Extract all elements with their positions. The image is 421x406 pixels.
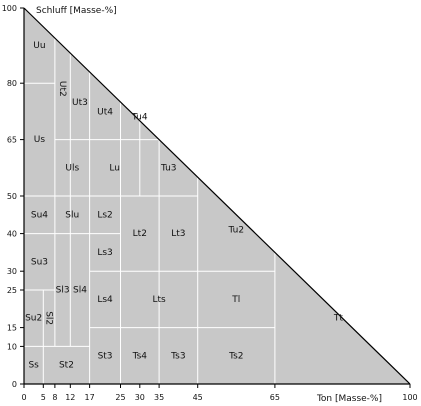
y-tick-label: 80 bbox=[7, 79, 17, 88]
x-tick-label: 100 bbox=[402, 393, 417, 402]
class-label-tt: Tt bbox=[333, 314, 343, 324]
x-axis-title: Ton [Masse-%] bbox=[316, 394, 382, 404]
y-tick-label: 25 bbox=[7, 286, 17, 295]
x-tick-label: 45 bbox=[193, 393, 203, 402]
class-label-tl: Tl bbox=[231, 295, 240, 305]
class-label-ts4: Ts4 bbox=[132, 351, 148, 361]
x-tick-label: 8 bbox=[52, 393, 57, 402]
class-label-ls4: Ls4 bbox=[97, 295, 113, 305]
class-label-uls: Uls bbox=[65, 163, 79, 173]
y-tick-label: 40 bbox=[7, 230, 17, 239]
class-label-st2: St2 bbox=[59, 361, 74, 371]
class-label-ut3: Ut3 bbox=[72, 98, 88, 108]
class-label-lt3: Lt3 bbox=[171, 229, 185, 239]
x-tick-label: 25 bbox=[115, 393, 125, 402]
x-tick-label: 0 bbox=[21, 393, 26, 402]
y-tick-label: 100 bbox=[2, 4, 17, 13]
class-label-tu2: Tu2 bbox=[228, 226, 245, 236]
y-tick-label: 30 bbox=[7, 267, 17, 276]
class-label-su2: Su2 bbox=[25, 314, 42, 324]
class-label-ss: Ss bbox=[28, 361, 39, 371]
y-tick-label: 10 bbox=[7, 342, 17, 351]
class-label-lts: Lts bbox=[152, 295, 166, 305]
class-label-su4: Su4 bbox=[31, 210, 48, 220]
class-label-lt2: Lt2 bbox=[133, 229, 147, 239]
class-label-st3: St3 bbox=[98, 351, 113, 361]
x-tick-label: 30 bbox=[135, 393, 145, 402]
class-label-ts3: Ts3 bbox=[170, 351, 185, 361]
class-label-ts2: Ts2 bbox=[228, 351, 243, 361]
class-label-tu3: Tu3 bbox=[160, 163, 177, 173]
y-tick-label: 15 bbox=[7, 324, 17, 333]
y-tick-label: 0 bbox=[12, 380, 17, 389]
class-label-su3: Su3 bbox=[31, 257, 48, 267]
x-tick-label: 65 bbox=[270, 393, 280, 402]
class-label-ls3: Ls3 bbox=[97, 248, 112, 258]
y-tick-label: 65 bbox=[7, 136, 17, 145]
y-axis-title: Schluff [Masse-%] bbox=[36, 6, 117, 16]
class-label-us: Us bbox=[34, 135, 46, 145]
y-tick-label: 50 bbox=[7, 192, 17, 201]
class-label-sl3: Sl3 bbox=[56, 286, 70, 296]
class-label-ut4: Ut4 bbox=[97, 107, 113, 117]
x-tick-label: 5 bbox=[41, 393, 46, 402]
x-tick-label: 12 bbox=[65, 393, 75, 402]
x-tick-label: 17 bbox=[85, 393, 95, 402]
class-label-uu: Uu bbox=[33, 41, 45, 51]
class-label-sl4: Sl4 bbox=[73, 286, 87, 296]
class-label-lu: Lu bbox=[109, 163, 120, 173]
class-label-ls2: Ls2 bbox=[97, 210, 112, 220]
x-tick-label: 35 bbox=[154, 393, 164, 402]
hypotenuse-line bbox=[23, 7, 411, 385]
class-label-sl2: Sl2 bbox=[44, 311, 54, 325]
class-label-ut2: Ut2 bbox=[57, 81, 67, 97]
class-label-tu4: Tu4 bbox=[131, 112, 148, 122]
class-label-slu: Slu bbox=[65, 210, 79, 220]
